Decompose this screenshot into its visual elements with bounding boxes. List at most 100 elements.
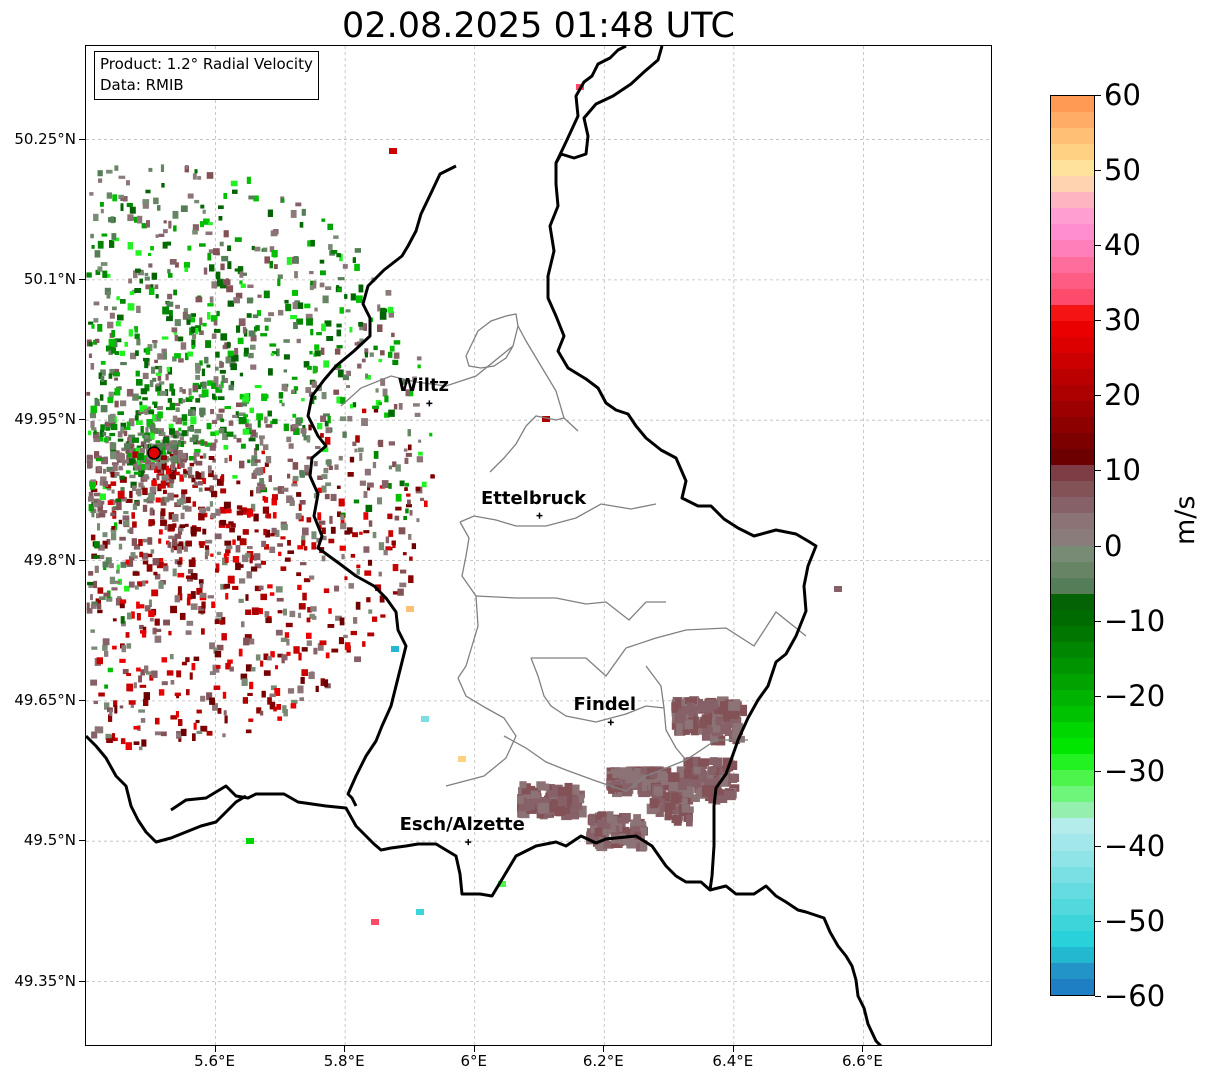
- radar-echo-pixel: [275, 586, 283, 593]
- radar-echo-pixel: [322, 295, 329, 304]
- radar-echo-pixel: [173, 494, 179, 498]
- radar-echo-pixel: [178, 541, 184, 550]
- radar-echo-pixel: [215, 430, 220, 436]
- radar-echo-pixel: [178, 358, 184, 363]
- radar-echo-pixel: [340, 522, 347, 530]
- radar-echo-pixel: [387, 351, 393, 358]
- radar-echo-pixel: [724, 727, 732, 736]
- radar-echo-pixel: [104, 273, 111, 278]
- radar-echo-pixel: [142, 487, 148, 496]
- radar-echo-pixel: [397, 588, 404, 596]
- radar-echo-pixel: [712, 723, 721, 733]
- lon-tick-label: 5.6°E: [194, 1052, 235, 1070]
- radar-echo-pixel: [97, 523, 101, 531]
- radar-echo-pixel: [200, 695, 206, 702]
- radar-echo-pixel: [160, 164, 165, 173]
- radar-echo-pixel: [156, 473, 160, 481]
- radar-map[interactable]: [85, 45, 992, 1046]
- radar-echo-pixel: [224, 583, 231, 589]
- radar-echo-pixel: [158, 366, 163, 373]
- radar-echo-pixel: [109, 368, 117, 376]
- radar-echo-pixel: [215, 568, 219, 573]
- radar-echo-pixel: [126, 447, 133, 455]
- radar-echo-pixel: [310, 606, 317, 612]
- radar-echo-pixel: [248, 718, 254, 722]
- radar-echo-pixel: [224, 557, 229, 563]
- radar-echo-pixel: [143, 474, 149, 478]
- colorbar-step: [1051, 802, 1094, 820]
- radar-echo-pixel: [649, 772, 658, 779]
- radar-echo-pixel: [320, 433, 324, 438]
- radar-echo-pixel: [562, 802, 570, 815]
- radar-echo-pixel: [130, 352, 137, 360]
- radar-echo-pixel: [281, 487, 289, 492]
- radar-echo-pixel: [638, 770, 647, 781]
- radar-echo-pixel: [365, 375, 371, 380]
- radar-echo-pixel: [91, 511, 95, 518]
- radar-echo-pixel: [316, 422, 323, 430]
- radar-echo-pixel: [257, 419, 261, 428]
- radar-echo-pixel: [101, 456, 108, 465]
- radar-echo-pixel: [214, 619, 220, 624]
- radar-echo-pixel: [697, 700, 707, 713]
- radar-echo-pixel: [205, 539, 213, 544]
- radar-echo-pixel: [157, 391, 161, 396]
- radar-echo-pixel: [283, 339, 290, 343]
- radar-echo-pixel: [216, 612, 223, 618]
- radar-echo-pixel: [236, 505, 243, 510]
- radar-echo-pixel: [275, 529, 280, 537]
- radar-echo-pixel: [290, 315, 298, 320]
- radar-echo-pixel: [302, 527, 309, 536]
- radar-echo-pixel: [342, 374, 350, 381]
- radar-echo-pixel: [120, 400, 127, 407]
- radar-echo-pixel: [305, 387, 312, 393]
- radar-echo-pixel: [221, 255, 229, 262]
- radar-echo-pixel: [197, 384, 202, 390]
- radar-echo-pixel: [236, 325, 241, 333]
- radar-echo-pixel: [729, 717, 741, 728]
- radar-echo-pixel: [238, 417, 246, 425]
- radar-echo-pixel: [87, 454, 93, 460]
- radar-echo-pixel: [196, 709, 202, 714]
- radar-echo-pixel: [108, 338, 116, 347]
- radar-site-marker[interactable]: [147, 446, 161, 460]
- radar-echo-pixel: [261, 690, 266, 698]
- radar-echo-pixel: [139, 746, 143, 751]
- radar-echo-pixel: [178, 557, 183, 565]
- radar-echo-pixel: [211, 601, 216, 609]
- radar-echo-pixel: [116, 296, 120, 301]
- radar-echo-pixel: [104, 684, 109, 689]
- radar-echo-pixel: [88, 496, 94, 502]
- radar-echo-pixel: [167, 398, 173, 403]
- radar-echo-pixel: [317, 643, 324, 651]
- radar-echo-pixel: [195, 368, 201, 374]
- radar-echo-pixel: [429, 432, 433, 437]
- radar-echo-pixel: [297, 584, 302, 591]
- radar-echo-pixel: [212, 474, 218, 480]
- radar-echo-pixel: [259, 710, 264, 716]
- radar-echo-pixel: [334, 585, 340, 592]
- radar-echo-pixel: [254, 459, 261, 463]
- radar-echo-pixel: [242, 529, 249, 535]
- radar-echo-pixel: [98, 178, 103, 183]
- radar-echo-pixel: [277, 716, 283, 721]
- radar-echo-pixel: [168, 273, 173, 278]
- radar-echo-pixel: [259, 435, 265, 440]
- radar-echo-pixel: [421, 716, 429, 722]
- radar-echo-pixel: [327, 415, 331, 424]
- radar-echo-pixel: [673, 815, 682, 826]
- radar-echo-pixel: [323, 469, 328, 474]
- radar-echo-pixel: [171, 388, 176, 396]
- radar-echo-pixel: [129, 206, 136, 214]
- radar-echo-pixel: [223, 192, 228, 200]
- radar-echo-pixel: [405, 389, 410, 397]
- radar-echo-pixel: [232, 585, 239, 590]
- radar-echo-pixel: [393, 404, 398, 410]
- radar-echo-pixel: [161, 657, 168, 663]
- radar-echo-pixel: [134, 415, 139, 421]
- colorbar-tick-label: −40: [1104, 828, 1166, 863]
- radar-echo-pixel: [144, 443, 148, 449]
- radar-echo-pixel: [132, 437, 139, 443]
- radar-echo-pixel: [328, 465, 333, 471]
- radar-echo-pixel: [88, 504, 95, 512]
